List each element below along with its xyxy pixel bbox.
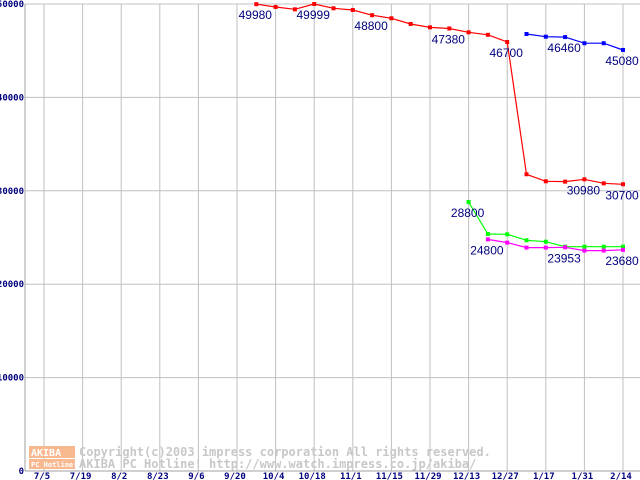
x-tick-label: 1/17 — [533, 472, 555, 480]
series-green: 28800 — [451, 200, 625, 249]
x-tick-label: 12/27 — [492, 472, 519, 480]
data-point-red — [601, 181, 606, 186]
x-tick-label: 8/23 — [147, 472, 169, 480]
series-red: 49980 49999 48800 47380 46700 30980 30700 — [239, 2, 639, 202]
data-point-green — [466, 200, 471, 205]
data-label-red: 47380 — [432, 32, 466, 46]
data-point-magenta — [524, 245, 529, 250]
data-point-green — [543, 239, 548, 244]
x-tick-label: 11/1 — [340, 472, 362, 480]
x-tick-label: 2/14 — [610, 472, 632, 480]
series-line-red — [256, 3, 624, 185]
data-point-blue — [601, 41, 606, 46]
data-point-green — [582, 244, 587, 249]
data-point-magenta — [563, 245, 568, 250]
series-line-magenta — [487, 238, 624, 252]
x-tick-label: 11/15 — [376, 472, 403, 480]
data-label-red: 30980 — [567, 183, 601, 197]
data-point-red — [312, 2, 317, 7]
data-point-red — [582, 177, 587, 182]
logo-top-bg — [29, 446, 75, 458]
x-tick-label: 11/29 — [414, 472, 441, 480]
y-tick-label: 0 — [19, 467, 24, 477]
x-tick-label: 9/20 — [224, 472, 246, 480]
data-point-green — [505, 232, 510, 237]
x-tick-label: 9/6 — [188, 472, 204, 480]
data-label-red: 30700 — [605, 188, 639, 202]
data-label-magenta: 23680 — [605, 254, 639, 268]
series-group: 49980 49999 48800 47380 46700 30980 30700 46460… — [239, 2, 639, 268]
data-point-green — [524, 238, 529, 243]
data-point-magenta — [582, 248, 587, 253]
data-point-blue — [621, 47, 625, 52]
data-point-red — [408, 21, 413, 26]
series-line-blue — [526, 33, 624, 51]
x-tick-label: 12/13 — [453, 472, 480, 480]
data-label-red: 48800 — [354, 19, 388, 33]
grid — [24, 3, 640, 472]
data-label-magenta: 23953 — [547, 251, 581, 265]
data-point-magenta — [621, 247, 625, 252]
data-point-red — [543, 179, 548, 184]
data-label-blue: 46460 — [547, 41, 581, 55]
x-tick-label: 10/4 — [263, 472, 285, 480]
data-point-red — [428, 25, 432, 30]
data-label-blue: 45080 — [605, 54, 639, 68]
logo-top-text: AKIBA — [31, 448, 61, 459]
data-point-red — [292, 7, 297, 12]
series-blue: 46460 45080 — [524, 31, 639, 68]
data-point-red — [273, 4, 278, 9]
watermark: AKIBA PC Hotline! Copyright(c)2003 impre… — [29, 445, 491, 471]
data-label-magenta: 24800 — [470, 243, 504, 257]
data-point-red — [350, 7, 355, 12]
data-point-red — [447, 26, 452, 31]
y-tick-label: 30000 — [0, 187, 24, 197]
data-point-red — [389, 16, 394, 21]
data-label-red: 49999 — [297, 8, 331, 22]
data-point-magenta — [601, 248, 606, 253]
data-point-blue — [524, 31, 529, 36]
x-tick-label: 10/18 — [299, 472, 326, 480]
data-point-red — [563, 179, 568, 184]
data-point-green — [621, 244, 625, 249]
data-point-red — [485, 32, 490, 37]
x-tick-label: 7/19 — [70, 472, 92, 480]
series-magenta: 24800 23953 23680 — [470, 237, 639, 268]
copyright-text: Copyright(c)2003 impress corporation All… — [79, 445, 491, 459]
data-label-green: 28800 — [451, 206, 485, 220]
data-point-red — [331, 6, 336, 11]
data-point-blue — [582, 41, 587, 46]
data-point-red — [621, 182, 625, 187]
y-tick-label: 50000 — [0, 0, 24, 10]
logo-bottom-text: PC Hotline! — [31, 461, 77, 469]
data-point-red — [505, 40, 510, 45]
data-point-red — [524, 172, 529, 177]
data-point-red — [370, 13, 375, 18]
site-url-text: AKIBA PC Hotline! http://www.watch.impre… — [79, 457, 476, 471]
data-point-magenta — [543, 245, 548, 250]
data-point-green — [601, 244, 606, 249]
logo-bottom-bg — [29, 459, 75, 469]
x-tick-label: 8/2 — [111, 472, 127, 480]
data-point-green — [485, 231, 490, 236]
x-tick-label: 1/31 — [572, 472, 594, 480]
y-tick-label: 20000 — [0, 280, 24, 290]
data-point-blue — [543, 34, 548, 39]
data-point-red — [466, 30, 471, 35]
data-label-red: 49980 — [239, 8, 273, 22]
y-tick-label: 10000 — [0, 374, 24, 384]
x-tick-label: 7/5 — [34, 472, 50, 480]
data-point-magenta — [505, 240, 510, 245]
y-tick-label: 40000 — [0, 93, 24, 103]
data-label-red: 46700 — [490, 46, 524, 60]
data-point-red — [254, 2, 259, 7]
data-point-magenta — [485, 237, 490, 242]
data-point-blue — [563, 35, 568, 40]
